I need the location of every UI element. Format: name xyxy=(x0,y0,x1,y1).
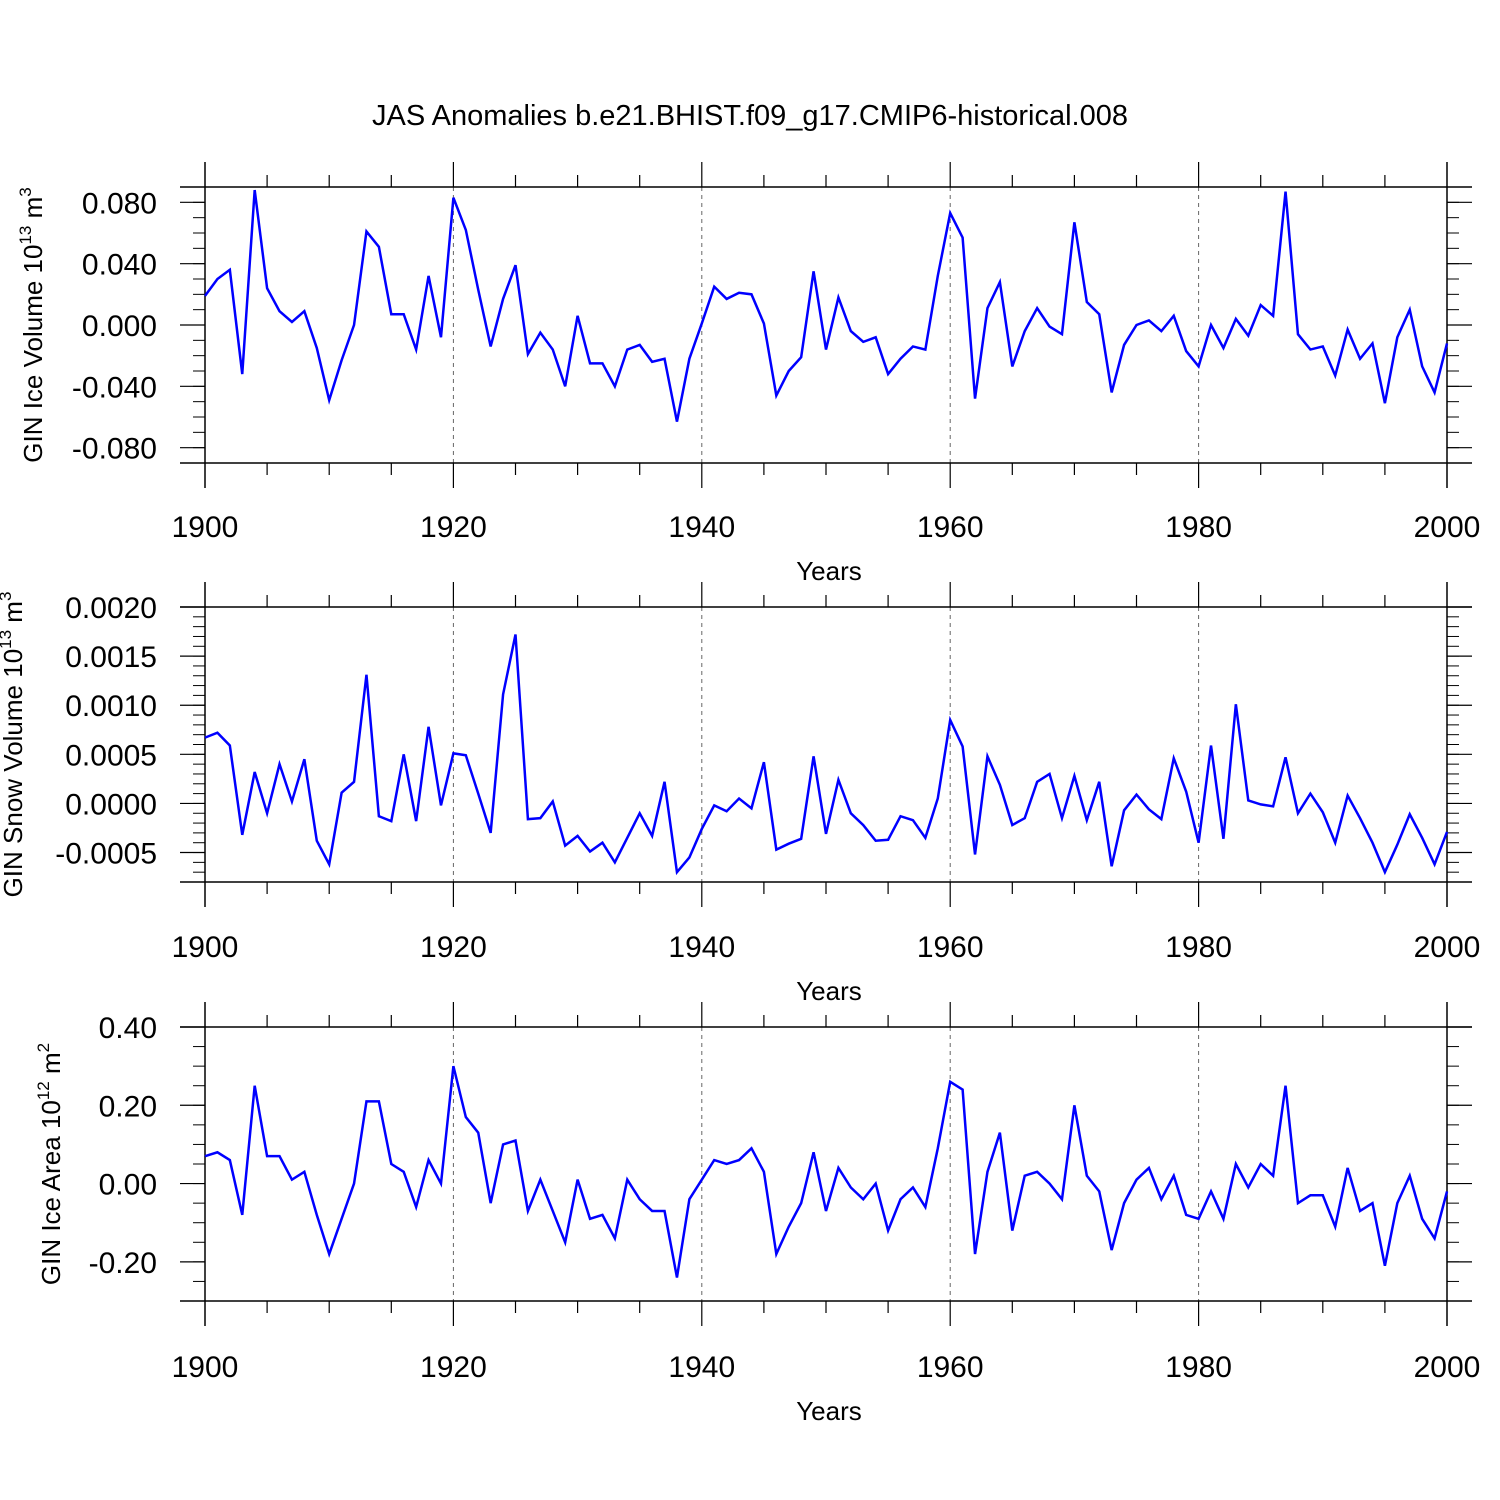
y-tick-label: 0.0010 xyxy=(65,690,157,723)
y-axis-title-unit: m xyxy=(18,197,48,226)
x-axis-title: Years xyxy=(796,1396,862,1426)
x-tick-label: 1920 xyxy=(420,931,487,964)
y-axis-title-main: GIN Snow Volume 10 xyxy=(0,649,28,898)
x-tick-label: 1960 xyxy=(917,1351,984,1384)
x-tick-label: 1900 xyxy=(172,1351,239,1384)
x-axis-title: Years xyxy=(796,556,862,586)
x-tick-label: 1960 xyxy=(917,511,984,544)
y-tick-label: -0.080 xyxy=(72,433,157,466)
series-line xyxy=(204,634,1449,876)
y-tick-label: 0.000 xyxy=(82,310,157,343)
x-tick-label: 1980 xyxy=(1165,1351,1232,1384)
panel-1: 1900 1920 1940 1960 1980 2000 Years 0.080 0.040 0… xyxy=(16,162,1480,586)
y-tick-label: -0.20 xyxy=(89,1247,157,1280)
y-tick-label: 0.20 xyxy=(99,1090,157,1123)
x-tick-label: 2000 xyxy=(1414,931,1481,964)
y-tick-label: 0.0000 xyxy=(65,788,157,821)
y-axis-title: GIN Ice Volume 1013 m3 xyxy=(16,187,48,463)
y-axis-title-main: GIN Ice Area 10 xyxy=(36,1100,66,1285)
y-axis-title-unit: m xyxy=(0,601,28,630)
x-tick-label: 1920 xyxy=(420,1351,487,1384)
y-axis-title-unit: m xyxy=(36,1052,66,1081)
x-tick-label: 1940 xyxy=(668,1351,735,1384)
series-line xyxy=(204,1065,1449,1278)
y-tick-label: -0.040 xyxy=(72,371,157,404)
x-tick-label: 1980 xyxy=(1165,931,1232,964)
y-tick-label: 0.0020 xyxy=(65,592,157,625)
panel-3: 1900 1920 1940 1960 1980 2000 Years 0.40 0.20 0.0… xyxy=(34,1002,1480,1426)
series-line xyxy=(203,189,1449,422)
x-tick-label: 2000 xyxy=(1414,511,1481,544)
y-tick-label: 0.080 xyxy=(82,187,157,220)
x-tick-label: 1980 xyxy=(1165,511,1232,544)
y-axis-title-exponent: 13 xyxy=(16,226,35,245)
y-axis-title-unit-exponent: 2 xyxy=(34,1043,53,1052)
y-axis-title: GIN Ice Area 1012 m2 xyxy=(34,1043,66,1285)
x-axis-title: Years xyxy=(796,976,862,1006)
y-axis-title-main: GIN Ice Volume 10 xyxy=(18,245,48,463)
y-tick-label: -0.0005 xyxy=(55,838,157,871)
panel-2: 1900 1920 1940 1960 1980 2000 Years 0.0020 0.001… xyxy=(0,582,1480,1006)
x-tick-label: 1920 xyxy=(420,511,487,544)
x-tick-label: 1900 xyxy=(172,511,239,544)
x-tick-label: 2000 xyxy=(1414,1351,1481,1384)
y-axis-title-exponent: 12 xyxy=(34,1081,53,1100)
y-tick-label: 0.00 xyxy=(99,1169,157,1202)
x-tick-label: 1940 xyxy=(668,511,735,544)
x-tick-label: 1960 xyxy=(917,931,984,964)
y-axis-title-unit-exponent: 3 xyxy=(16,187,35,196)
y-tick-label: 0.0015 xyxy=(65,641,157,674)
y-tick-label: 0.0005 xyxy=(65,739,157,772)
x-tick-label: 1900 xyxy=(172,931,239,964)
y-tick-label: 0.40 xyxy=(99,1012,157,1045)
chart-title: JAS Anomalies b.e21.BHIST.f09_g17.CMIP6-… xyxy=(372,100,1128,132)
y-axis-title-unit-exponent: 3 xyxy=(0,592,15,601)
x-tick-label: 1940 xyxy=(668,931,735,964)
y-tick-label: 0.040 xyxy=(82,249,157,282)
y-axis-title-exponent: 13 xyxy=(0,630,15,649)
y-axis-title: GIN Snow Volume 1013 m3 xyxy=(0,592,28,898)
